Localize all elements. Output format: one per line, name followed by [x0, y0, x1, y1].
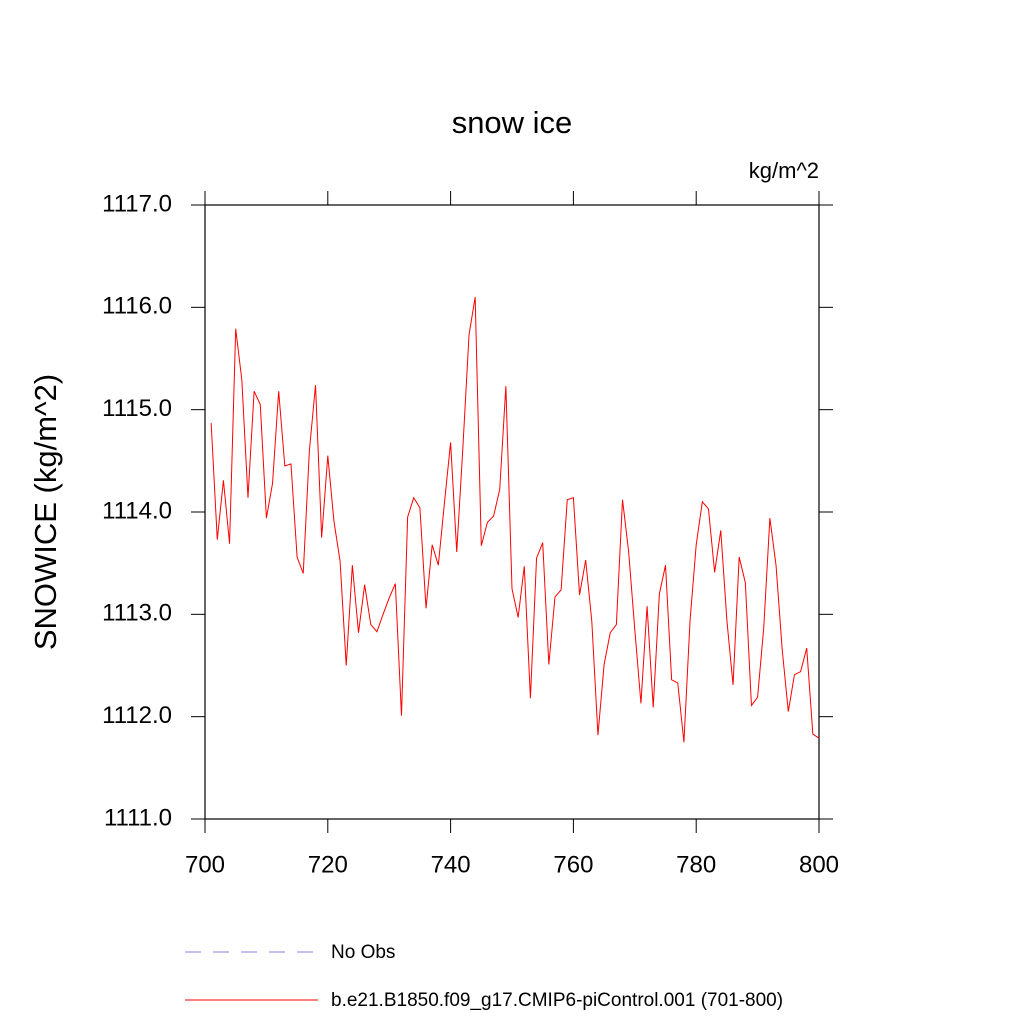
- x-tick-label: 740: [431, 851, 471, 878]
- y-tick-label: 1111.0: [104, 804, 172, 831]
- data-line: [210, 297, 820, 743]
- x-tick-label: 780: [676, 851, 716, 878]
- units-label: kg/m^2: [749, 158, 819, 183]
- x-tick-label: 800: [799, 851, 839, 878]
- y-tick-label: 1117.0: [102, 190, 172, 217]
- y-axis-label: SNOWICE (kg/m^2): [28, 374, 63, 650]
- y-tick-label: 1114.0: [102, 497, 172, 524]
- y-tick-label: 1112.0: [102, 702, 172, 729]
- chart-title: snow ice: [452, 105, 573, 140]
- legend-label: No Obs: [331, 942, 395, 963]
- legend-label: b.e21.B1850.f09_g17.CMIP6-piControl.001 …: [331, 990, 783, 1011]
- x-tick-label: 700: [185, 851, 225, 878]
- x-tick-label: 720: [308, 851, 348, 878]
- y-tick-label: 1113.0: [102, 600, 172, 627]
- plot-frame: [204, 204, 820, 820]
- y-tick-label: 1115.0: [102, 395, 172, 422]
- x-tick-label: 760: [553, 851, 593, 878]
- y-tick-label: 1116.0: [102, 293, 172, 320]
